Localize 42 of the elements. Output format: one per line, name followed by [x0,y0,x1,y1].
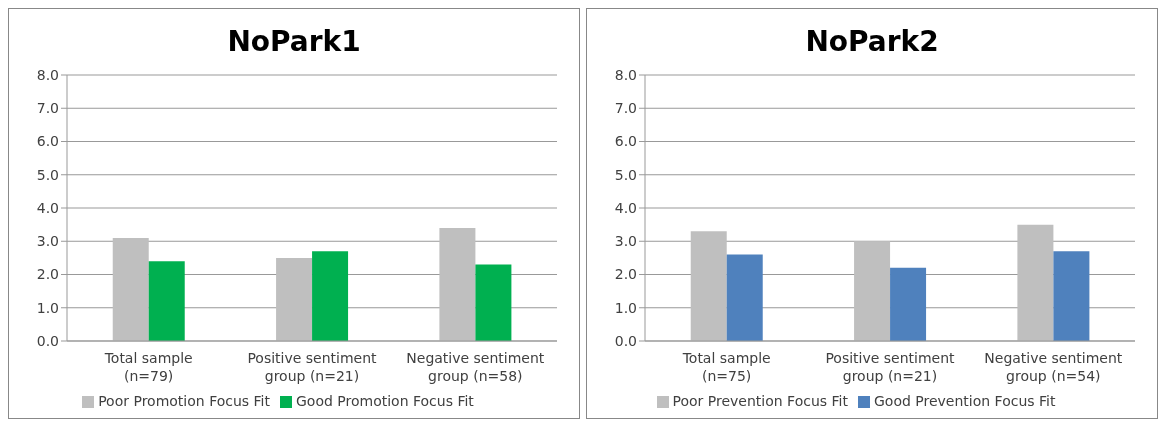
y-tick-label: 6.0 [614,133,637,150]
x-tick-label: Total sample (n=75) [681,350,771,384]
legend-label: Good Promotion Focus Fit [295,393,474,409]
y-tick-label: 1.0 [614,299,637,316]
bar [475,264,512,341]
y-tick-label: 8.0 [614,66,637,83]
bar [276,257,313,341]
y-tick-label: 7.0 [614,100,637,117]
y-tick-label: 5.0 [36,166,59,183]
y-tick-label: 2.0 [614,266,637,283]
x-tick-label: Positive sentiment group (n=21) [825,350,956,384]
bar [148,261,185,341]
bar [854,241,891,341]
bar [890,267,927,341]
y-tick-label: 2.0 [36,266,59,283]
y-tick-label: 0.0 [614,332,637,349]
bar [312,251,349,341]
bar [1017,224,1054,341]
y-tick-label: 7.0 [36,100,59,117]
y-tick-label: 3.0 [36,233,59,250]
y-tick-label: 5.0 [614,166,637,183]
bar [112,237,149,341]
bar [1053,251,1090,341]
y-tick-label: 3.0 [614,233,637,250]
x-tick-label: Positive sentiment group (n=21) [247,350,378,384]
y-tick-label: 1.0 [36,299,59,316]
x-tick-label: Negative sentiment group (n=54) [984,350,1123,384]
x-tick-label: Negative sentiment group (n=58) [406,350,545,384]
bar [439,227,476,341]
x-tick-label: Total sample (n=79) [103,350,193,384]
bar [690,231,727,341]
y-tick-label: 6.0 [36,133,59,150]
legend-label: Poor Prevention Focus Fit [672,393,848,409]
y-tick-label: 0.0 [36,332,59,349]
chart-title: NoPark1 [226,25,362,60]
y-tick-label: 4.0 [614,199,637,216]
legend-label: Poor Promotion Focus Fit [98,393,270,409]
legend-label: Good Prevention Focus Fit [873,393,1056,409]
bar [726,254,763,341]
y-tick-label: 4.0 [36,199,59,216]
chart-title: NoPark2 [804,25,940,60]
y-tick-label: 8.0 [36,66,59,83]
